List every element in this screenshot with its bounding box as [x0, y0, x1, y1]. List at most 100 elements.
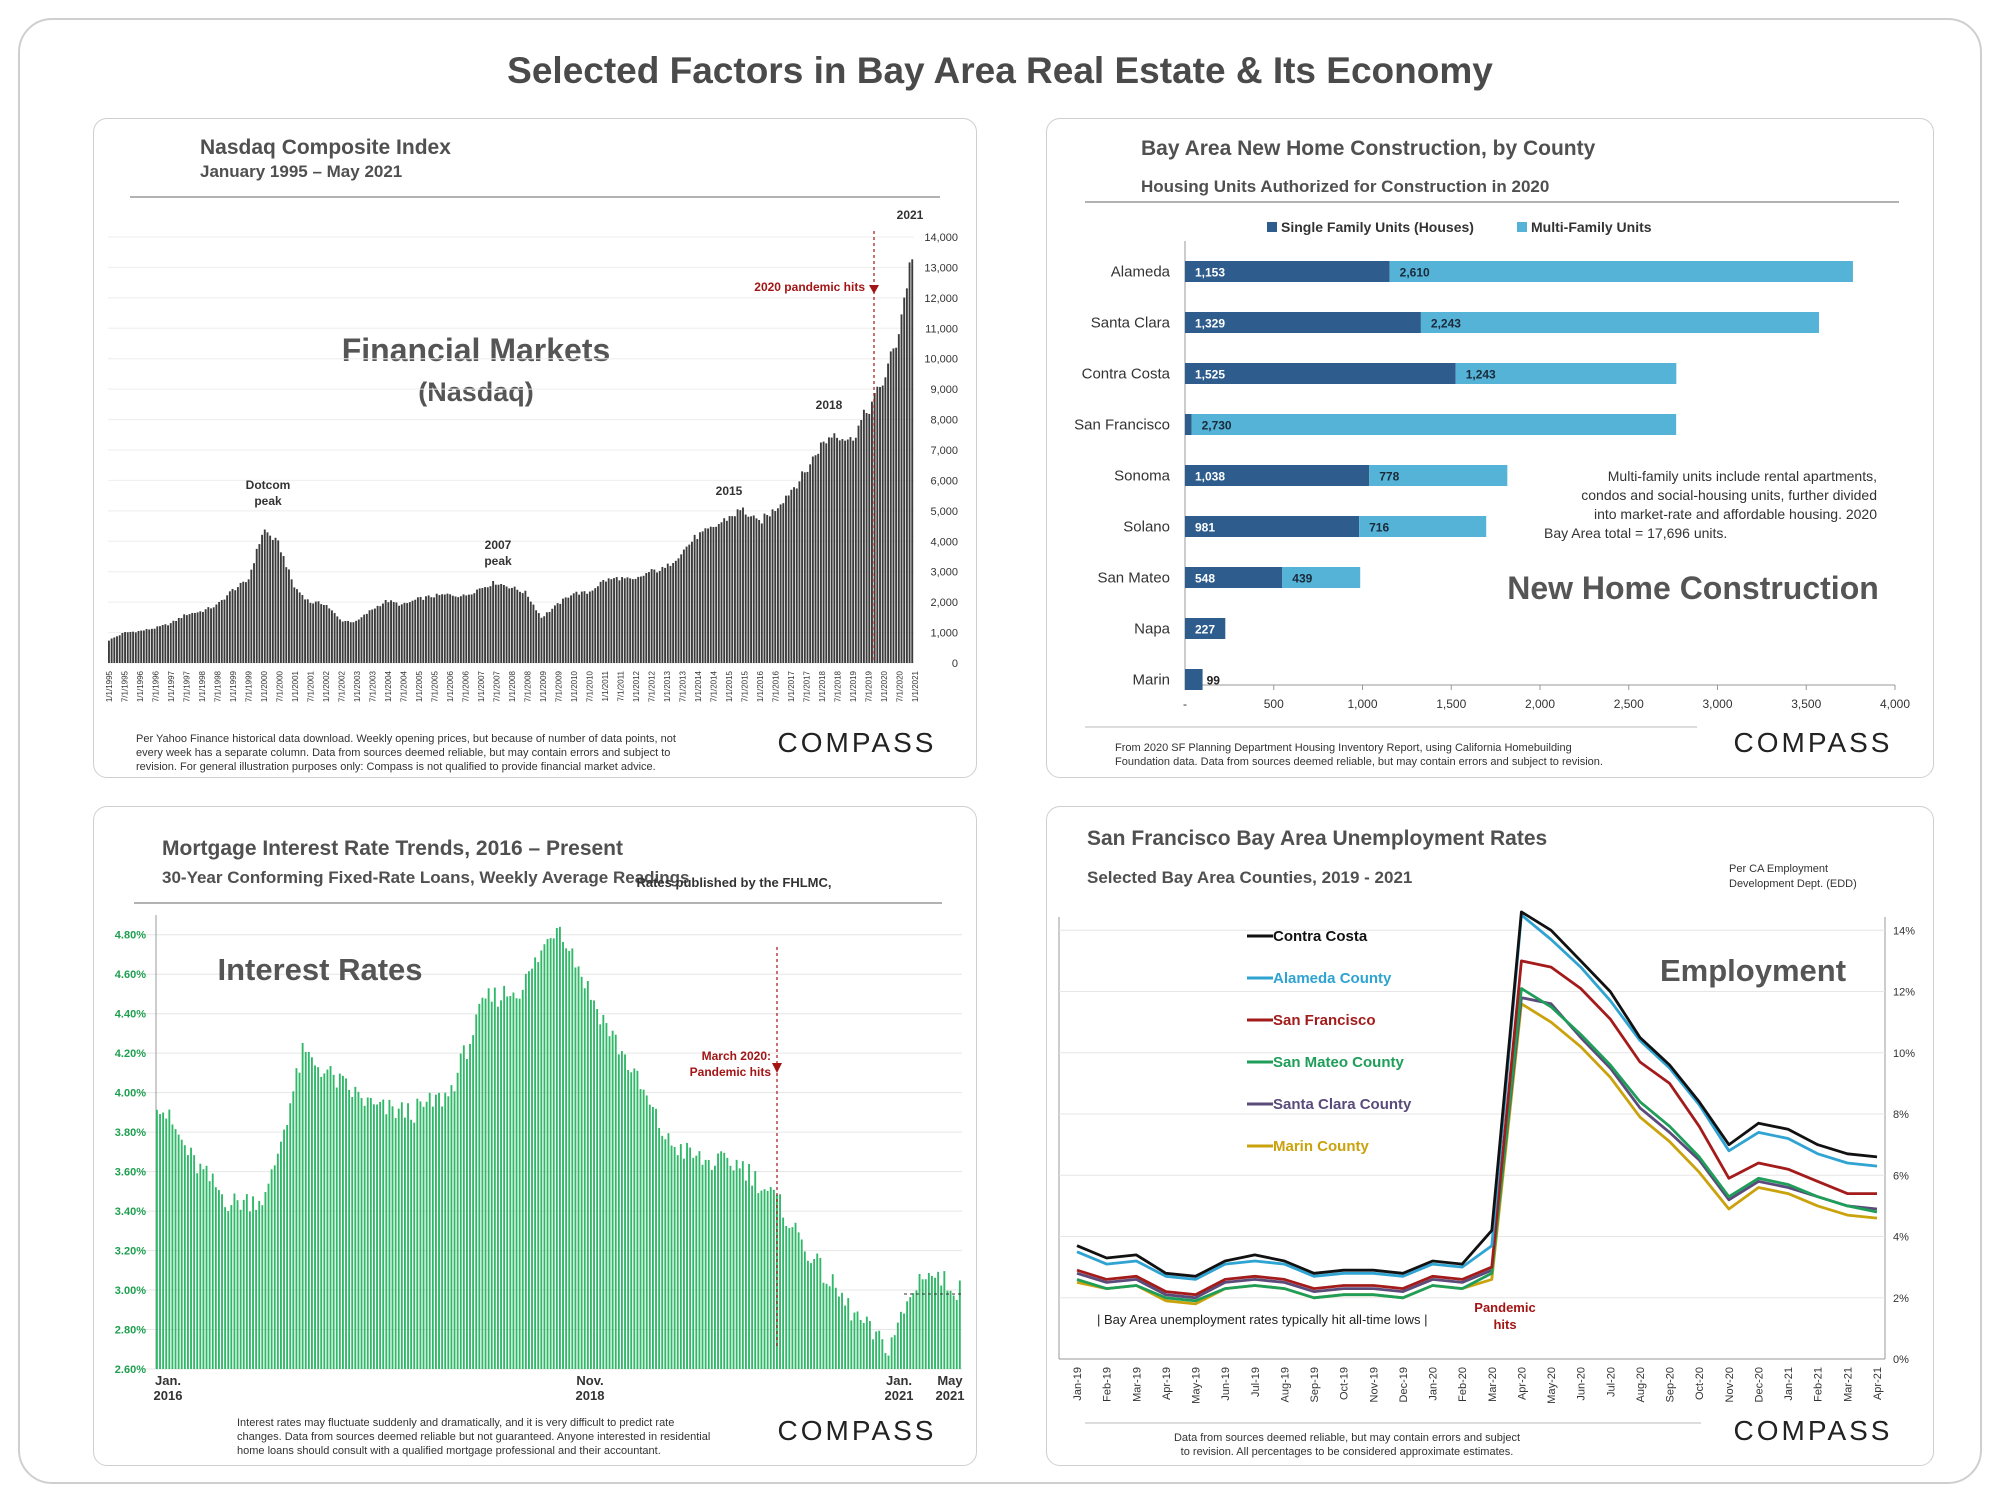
nasdaq-bar	[478, 588, 481, 663]
mortgage-bar	[196, 1173, 199, 1369]
mortgage-y-tick: 3.80%	[115, 1127, 146, 1139]
nasdaq-bar	[680, 554, 683, 663]
nasdaq-x-tick: 1/1/2012	[632, 670, 641, 702]
nasdaq-bar	[793, 487, 795, 663]
nasdaq-y-tick: 2,000	[930, 597, 958, 609]
nasdaq-bar	[196, 612, 199, 663]
mortgage-bar	[856, 1311, 859, 1369]
mortgage-bar	[245, 1194, 248, 1369]
compass-logo: COMPASS	[778, 727, 937, 758]
nasdaq-bar	[594, 588, 597, 663]
construction-data-label: 1,243	[1466, 368, 1496, 382]
single-family-bar	[1185, 465, 1370, 486]
nasdaq-bar	[607, 578, 610, 663]
mortgage-bar	[779, 1194, 781, 1369]
mortgage-bar	[193, 1155, 196, 1369]
nasdaq-x-tick: 7/1/2007	[493, 670, 502, 702]
nasdaq-bar	[387, 602, 390, 663]
nasdaq-bar	[435, 593, 438, 663]
mortgage-bar	[227, 1211, 230, 1369]
mortgage-bar	[441, 1106, 444, 1369]
mortgage-bar	[230, 1205, 233, 1369]
mortgage-bar	[202, 1169, 205, 1369]
nasdaq-bar	[288, 569, 290, 663]
legend-label: San Mateo County	[1273, 1054, 1404, 1071]
nasdaq-bar	[349, 622, 352, 663]
nasdaq-bar	[250, 569, 253, 663]
mortgage-bar	[676, 1155, 679, 1369]
mortgage-bar	[763, 1189, 766, 1369]
unemployment-x-tick: Aug-19	[1279, 1367, 1291, 1402]
construction-x-tick: 2,500	[1614, 697, 1644, 711]
construction-big-label: New Home Construction	[1507, 570, 1879, 606]
mortgage-bar	[729, 1165, 732, 1369]
mortgage-y-tick: 3.00%	[115, 1285, 146, 1297]
multi-family-bar	[1369, 465, 1508, 486]
mortgage-bar	[735, 1159, 738, 1369]
nasdaq-bar	[895, 347, 898, 663]
nasdaq-bar	[876, 386, 879, 663]
nasdaq-bar	[849, 437, 852, 663]
nasdaq-chart: Nasdaq Composite Index January 1995 – Ma…	[105, 136, 958, 773]
legend-label-single-family: Single Family Units (Houses)	[1281, 219, 1474, 235]
mortgage-bar	[872, 1339, 874, 1369]
nasdaq-y-tick: 11,000	[925, 323, 958, 335]
nasdaq-x-tick: 7/1/2011	[617, 670, 626, 701]
mortgage-bar	[218, 1190, 220, 1369]
legend-label: Alameda County	[1273, 970, 1392, 987]
nasdaq-x-tick: 7/1/1996	[152, 670, 161, 702]
nasdaq-bar	[134, 632, 137, 663]
nasdaq-bar	[481, 588, 484, 663]
nasdaq-bar	[314, 601, 317, 663]
nasdaq-bar	[787, 495, 790, 663]
unemployment-source-2: Development Dept. (EDD)	[1729, 878, 1857, 890]
mortgage-bar	[726, 1157, 729, 1369]
mortgage-bar	[391, 1106, 394, 1369]
nasdaq-bar	[470, 594, 473, 663]
nasdaq-bar	[462, 594, 465, 663]
mortgage-bar	[286, 1125, 289, 1369]
mortgage-bar	[909, 1297, 912, 1369]
mortgage-bar	[242, 1199, 245, 1369]
nasdaq-bar	[613, 578, 615, 663]
mortgage-bar	[258, 1200, 261, 1369]
mortgage-bar	[580, 976, 583, 1369]
nasdaq-bar	[207, 607, 210, 663]
nasdaq-bar	[744, 514, 747, 663]
nasdaq-bar	[328, 608, 331, 663]
mortgage-bar	[524, 973, 527, 1369]
mortgage-bar	[255, 1209, 258, 1369]
nasdaq-x-tick: 7/1/1998	[214, 670, 223, 702]
nasdaq-subtitle: January 1995 – May 2021	[200, 162, 402, 181]
mortgage-bar	[311, 1057, 313, 1369]
nasdaq-bar	[468, 594, 470, 663]
nasdaq-bar	[395, 602, 398, 663]
mortgage-bar	[369, 1097, 372, 1369]
mortgage-bar	[621, 1051, 623, 1369]
nasdaq-bar	[118, 635, 121, 663]
nasdaq-bar	[750, 516, 752, 663]
nasdaq-bar	[900, 314, 903, 663]
nasdaq-bar	[430, 597, 433, 663]
mortgage-bar	[673, 1146, 676, 1369]
mortgage-bar	[168, 1109, 171, 1369]
unemployment-panel: San Francisco Bay Area Unemployment Rate…	[1046, 806, 1934, 1466]
construction-category-label: Marin	[1132, 672, 1170, 689]
mortgage-bar	[453, 1091, 456, 1369]
mortgage-bar	[741, 1161, 744, 1369]
nasdaq-bar	[717, 523, 720, 663]
unemployment-x-tick: Feb-19	[1102, 1367, 1114, 1402]
nasdaq-bar	[368, 610, 371, 663]
nasdaq-bar	[298, 592, 301, 663]
mortgage-bar	[345, 1078, 347, 1369]
nasdaq-x-tick: 1/1/1995	[105, 670, 114, 702]
nasdaq-big-label: Financial Markets	[342, 332, 611, 368]
construction-data-label: 2,610	[1400, 266, 1430, 280]
mortgage-bar	[190, 1147, 192, 1369]
nasdaq-x-tick: 1/1/2013	[663, 670, 672, 702]
mortgage-bar	[667, 1133, 670, 1369]
mortgage-bar	[847, 1298, 850, 1369]
dotcom-annotation-1: Dotcom	[246, 478, 291, 492]
unemployment-source-1: Per CA Employment	[1729, 863, 1828, 875]
mortgage-bar	[785, 1225, 788, 1369]
